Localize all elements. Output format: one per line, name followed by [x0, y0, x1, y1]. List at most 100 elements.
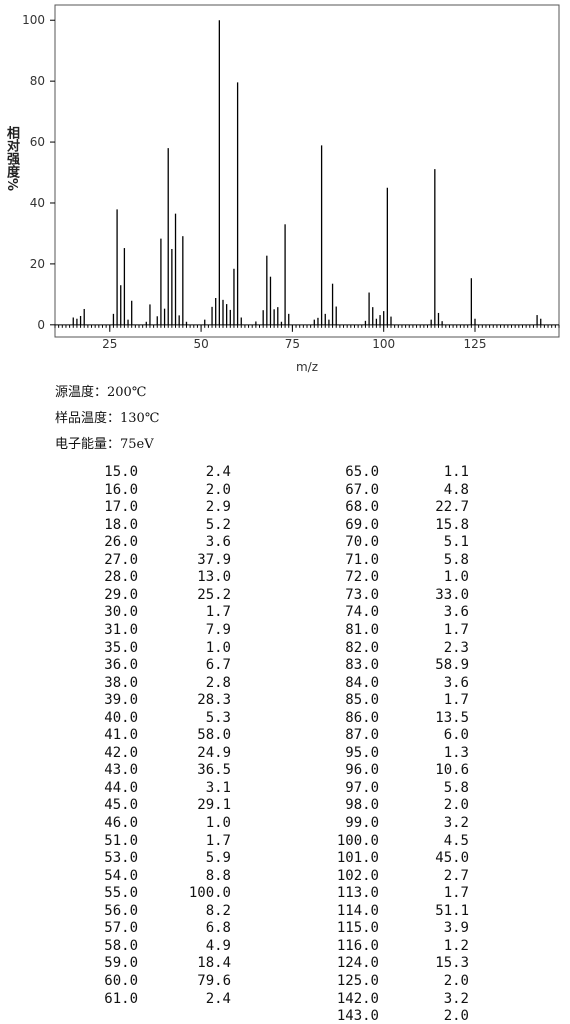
intensity-cell: 1.0 — [205, 815, 231, 831]
intensity-cell: 51.1 — [435, 902, 469, 919]
mz-cell: 29.0 — [104, 586, 138, 603]
intensity-cell: 2.3 — [443, 639, 469, 656]
intensity-cell: 2.8 — [205, 674, 231, 691]
intensity-cell: 1.0 — [443, 569, 469, 586]
intensity-cell: 28.3 — [197, 692, 231, 709]
mz-cell: 40.0 — [104, 709, 138, 726]
mz-cell: 61.0 — [104, 990, 138, 1007]
mz-cell: 102.0 — [336, 867, 379, 884]
mz-cell: 69.0 — [345, 516, 379, 533]
intensity-cell: 1.1 — [443, 464, 469, 480]
mz-cell: 65.0 — [345, 464, 379, 480]
mz-cell: 73.0 — [345, 586, 379, 603]
mz-cell: 43.0 — [104, 762, 138, 779]
intensity-cell: 79.6 — [197, 972, 231, 989]
intensity-cell: 3.6 — [443, 604, 469, 621]
x-tick-label: 100 — [372, 337, 395, 351]
intensity-cell: 5.8 — [443, 551, 469, 568]
mz-cell: 41.0 — [104, 727, 138, 744]
intensity-cell: 7.9 — [205, 621, 231, 638]
mz-cell: 99.0 — [345, 815, 379, 831]
mz-cell: 46.0 — [104, 815, 138, 831]
mz-cell: 85.0 — [345, 692, 379, 709]
intensity-cell: 18.4 — [197, 955, 231, 972]
intensity-cell: 8.8 — [205, 867, 231, 884]
y-tick-label: 60 — [30, 135, 45, 149]
mz-cell: 16.0 — [104, 481, 138, 498]
x-tick-label: 25 — [102, 337, 117, 351]
mz-cell: 36.0 — [104, 657, 138, 674]
y-tick-label: 100 — [22, 13, 45, 27]
plot-frame — [54, 4, 560, 338]
intensity-cell: 2.4 — [205, 990, 231, 1007]
mz-cell: 74.0 — [345, 604, 379, 621]
mz-cell: 116.0 — [336, 937, 379, 954]
intensity-cell: 5.3 — [205, 709, 231, 726]
intensity-cell: 1.7 — [205, 604, 231, 621]
intensity-cell: 5.2 — [205, 516, 231, 533]
mz-cell: 83.0 — [345, 657, 379, 674]
intensity-cell: 45.0 — [435, 850, 469, 867]
intensity-cell: 15.3 — [435, 955, 469, 972]
mz-cell: 27.0 — [104, 551, 138, 568]
intensity-cell: 2.4 — [205, 464, 231, 480]
mz-cell: 15.0 — [104, 464, 138, 480]
intensity-cell: 2.0 — [205, 481, 231, 498]
intensity-cell: 1.7 — [205, 832, 231, 849]
mz-cell: 35.0 — [104, 639, 138, 656]
y-axis-label: 相对强度% — [4, 126, 19, 192]
intensity-cell: 24.9 — [197, 744, 231, 761]
mz-cell: 143.0 — [336, 1008, 379, 1024]
intensity-cell: 6.7 — [205, 657, 231, 674]
intensity-cell: 2.7 — [443, 867, 469, 884]
intensity-cell: 5.1 — [443, 534, 469, 551]
intensity-cell: 10.6 — [435, 762, 469, 779]
mz-cell: 97.0 — [345, 779, 379, 796]
condition: 样品温度：130℃ — [55, 411, 160, 426]
intensity-cell: 33.0 — [435, 586, 469, 603]
intensity-cell: 6.0 — [443, 727, 469, 744]
intensity-cell: 100.0 — [188, 885, 231, 902]
mz-cell: 31.0 — [104, 621, 138, 638]
intensity-cell: 1.7 — [443, 885, 469, 902]
mz-cell: 70.0 — [345, 534, 379, 551]
mz-cell: 42.0 — [104, 744, 138, 761]
mz-cell: 56.0 — [104, 902, 138, 919]
intensity-cell: 13.5 — [435, 709, 469, 726]
chart: m/z 25 50 75 100 125 0 20 40 60 80 100 — [22, 4, 560, 374]
mz-cell: 124.0 — [336, 955, 379, 972]
mz-cell: 113.0 — [336, 885, 379, 902]
x-axis-label: m/z — [296, 360, 318, 374]
mz-cell: 30.0 — [104, 604, 138, 621]
mz-cell: 26.0 — [104, 534, 138, 551]
intensity-cell: 22.7 — [435, 499, 469, 516]
y-tick-label: 20 — [30, 257, 45, 271]
intensity-cell: 3.6 — [205, 534, 231, 551]
mz-cell: 60.0 — [104, 972, 138, 989]
intensity-cell: 1.3 — [443, 744, 469, 761]
mz-cell: 71.0 — [345, 551, 379, 568]
intensity-cell: 3.9 — [443, 920, 469, 937]
mz-cell: 53.0 — [104, 850, 138, 867]
intensity-cell: 6.8 — [205, 920, 231, 937]
intensity-cell: 58.9 — [435, 657, 469, 674]
intensity-cell: 4.9 — [205, 937, 231, 954]
intensity-cell: 5.9 — [205, 850, 231, 867]
mz-cell: 58.0 — [104, 937, 138, 954]
intensity-cell: 5.8 — [443, 779, 469, 796]
mz-cell: 39.0 — [104, 692, 138, 709]
mz-cell: 44.0 — [104, 779, 138, 796]
mz-cell: 142.0 — [336, 990, 379, 1007]
intensity-cell: 1.7 — [443, 692, 469, 709]
mz-cell: 45.0 — [104, 797, 138, 814]
intensity-cell: 36.5 — [197, 762, 231, 779]
mz-cell: 87.0 — [345, 727, 379, 744]
intensity-cell: 58.0 — [197, 727, 231, 744]
mz-cell: 96.0 — [345, 762, 379, 779]
condition: 源温度：200℃ — [55, 385, 147, 400]
intensity-cell: 25.2 — [197, 586, 231, 603]
mz-cell: 125.0 — [336, 972, 379, 989]
intensity-cell: 2.0 — [443, 797, 469, 814]
intensity-cell: 2.0 — [443, 1008, 469, 1024]
